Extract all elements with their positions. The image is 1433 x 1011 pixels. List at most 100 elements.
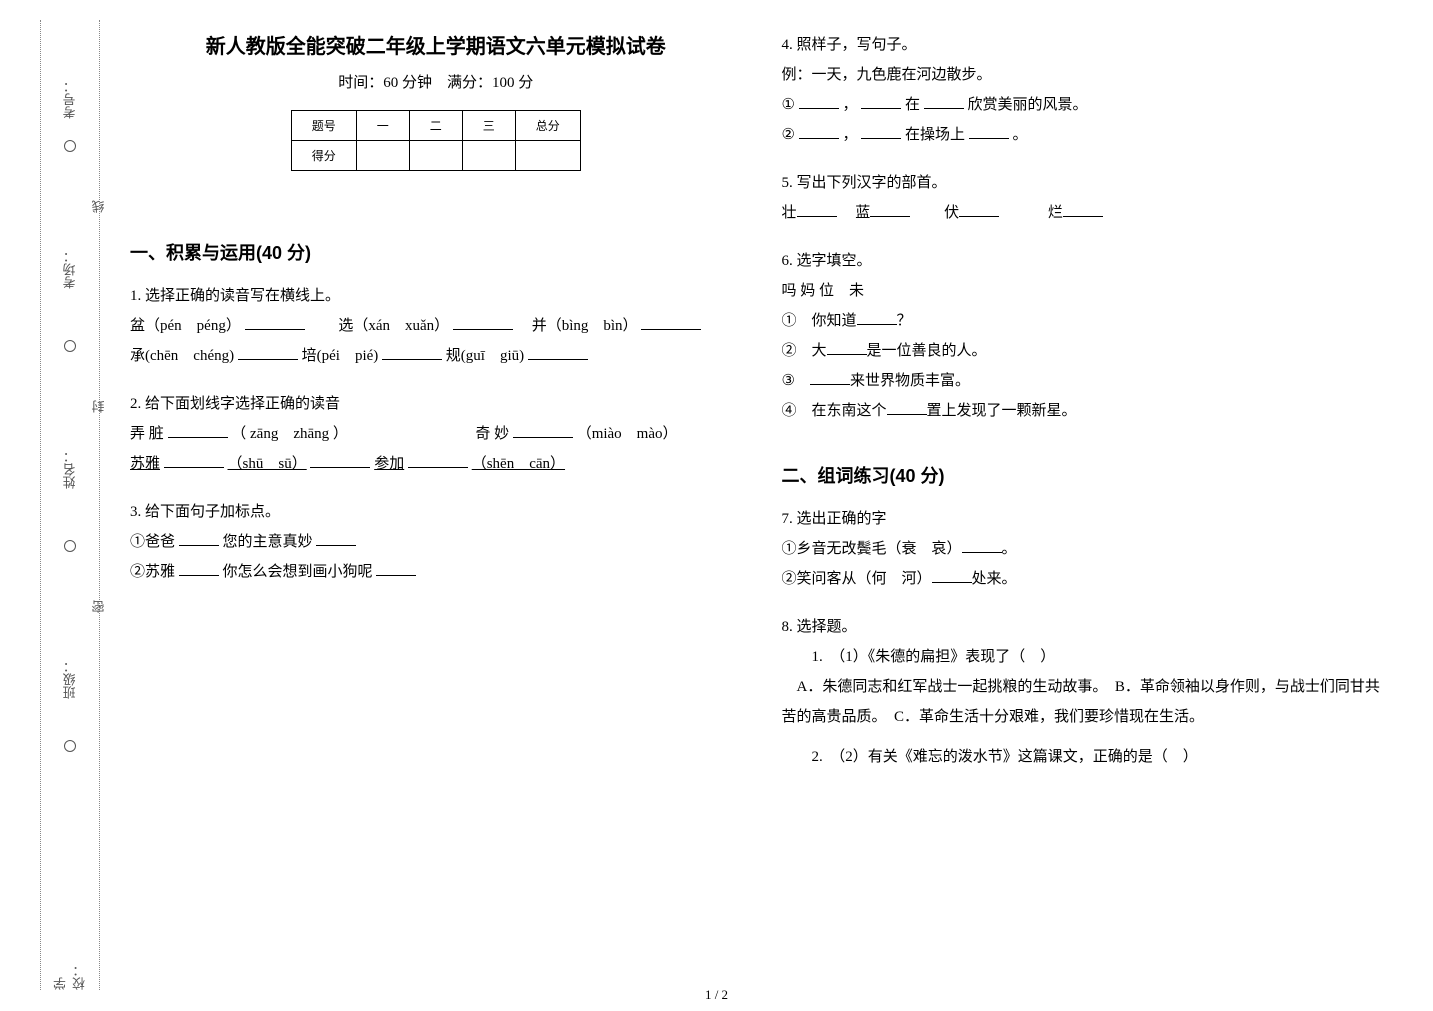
binding-label-room: 考场： — [61, 250, 80, 289]
page-content: 新人教版全能突破二年级上学期语文六单元模拟试卷 时间：60 分钟 满分：100 … — [130, 30, 1393, 991]
question-4: 4. 照样子，写句子。 例：一天，九色鹿在河边散步。 ① ， 在 欣赏美丽的风景… — [782, 30, 1394, 150]
fill-blank[interactable] — [959, 201, 999, 218]
q3-line2: ②苏雅 你怎么会想到画小狗呢 — [130, 557, 742, 587]
fill-blank[interactable] — [870, 201, 910, 218]
page-number: 1 / 2 — [705, 987, 728, 1003]
q4-text: ① — [782, 97, 795, 113]
score-empty-cell — [515, 141, 580, 171]
q6-text: ④ 在东南这个 — [782, 403, 887, 419]
q4-line2: ② ， 在操场上 。 — [782, 120, 1394, 150]
q2-prompt: 2. 给下面划线字选择正确的读音 — [130, 389, 742, 419]
fill-blank[interactable] — [861, 123, 901, 140]
q7-line1: ①乡音无改鬓毛（衰 哀） 。 — [782, 534, 1394, 564]
fill-blank[interactable] — [969, 123, 1009, 140]
score-header-row: 题号 一 二 三 总分 — [291, 111, 580, 141]
q4-prompt: 4. 照样子，写句子。 — [782, 30, 1394, 60]
binding-label-class: 班级： — [61, 660, 80, 699]
fill-blank[interactable] — [799, 123, 839, 140]
q7-text: 。 — [1002, 541, 1017, 557]
q4-example: 例：一天，九色鹿在河边散步。 — [782, 60, 1394, 90]
fill-blank[interactable] — [827, 339, 867, 356]
section-1-heading: 一、积累与运用(40 分) — [130, 239, 742, 265]
score-empty-cell — [356, 141, 409, 171]
fill-blank[interactable] — [179, 560, 219, 577]
q3-text: 您的主意真妙 — [223, 534, 313, 550]
q1-item: 承(chēn chéng) — [130, 348, 234, 364]
q1-line1: 盆（pén péng） 选（xán xuǎn） 并（bìng bìn） — [130, 311, 742, 341]
fill-blank[interactable] — [310, 452, 370, 469]
q6-text: ① 你知道 — [782, 313, 857, 329]
score-header-cell: 三 — [462, 111, 515, 141]
q4-text: ， — [842, 127, 857, 143]
q3-text: ①爸爸 — [130, 534, 175, 550]
exam-title: 新人教版全能突破二年级上学期语文六单元模拟试卷 — [130, 30, 742, 59]
q8-sub2: 2. （2）有关《难忘的泼水节》这篇课文，正确的是（ ） — [782, 742, 1394, 772]
q6-text: ② 大 — [782, 343, 827, 359]
q5-char: 伏 — [944, 205, 959, 221]
question-5: 5. 写出下列汉字的部首。 壮 蓝 伏 烂 — [782, 168, 1394, 228]
q4-text: 在操场上 — [905, 127, 965, 143]
q6-line3: ③ 来世界物质丰富。 — [782, 366, 1394, 396]
question-1: 1. 选择正确的读音写在横线上。 盆（pén péng） 选（xán xuǎn）… — [130, 281, 742, 371]
fill-blank[interactable] — [316, 530, 356, 547]
seal-mi: 密 — [90, 600, 109, 613]
fill-blank[interactable] — [799, 93, 839, 110]
q6-line2: ② 大是一位善良的人。 — [782, 336, 1394, 366]
binding-strip: 学校： 班级： 姓名： 考场： 考号： 密 封 线 — [40, 20, 100, 990]
fill-blank[interactable] — [924, 93, 964, 110]
seal-xian: 线 — [90, 200, 109, 213]
fill-blank[interactable] — [245, 314, 305, 331]
q8-sub1: 1. （1）《朱德的扁担》表现了（ ） — [782, 642, 1394, 672]
q6-line4: ④ 在东南这个置上发现了一颗新星。 — [782, 396, 1394, 426]
q6-text: 来世界物质丰富。 — [850, 373, 970, 389]
q7-prompt: 7. 选出正确的字 — [782, 504, 1394, 534]
fill-blank[interactable] — [1063, 201, 1103, 218]
fill-blank[interactable] — [382, 344, 442, 361]
q2-word: 参加 — [374, 456, 404, 472]
fill-blank[interactable] — [528, 344, 588, 361]
fill-blank[interactable] — [238, 344, 298, 361]
q2-line1: 弄 脏 （ zāng zhāng ） 奇 妙 （miào mào） — [130, 419, 742, 449]
q5-char: 壮 — [782, 205, 797, 221]
q7-text: ①乡音无改鬓毛（衰 哀） — [782, 541, 962, 557]
q3-text: ②苏雅 — [130, 564, 175, 580]
q4-text: 在 — [905, 97, 920, 113]
fill-blank[interactable] — [453, 314, 513, 331]
score-empty-cell — [462, 141, 515, 171]
q3-text: 你怎么会想到画小狗呢 — [223, 564, 373, 580]
fill-blank[interactable] — [164, 452, 224, 469]
q2-pinyin: （miào mào） — [577, 426, 678, 442]
fill-blank[interactable] — [408, 452, 468, 469]
binding-circle — [64, 540, 76, 552]
binding-label-school: 学校： — [51, 960, 89, 990]
q6-text: ③ — [782, 373, 810, 389]
q2-pinyin: （ zāng zhāng ） — [231, 426, 348, 442]
q6-line1: ① 你知道？ — [782, 306, 1394, 336]
question-7: 7. 选出正确的字 ①乡音无改鬓毛（衰 哀）。 ②笑问客从（何 河）处来。 — [782, 504, 1394, 594]
fill-blank[interactable] — [861, 93, 901, 110]
fill-blank[interactable] — [641, 314, 701, 331]
q1-item: 选（xán xuǎn） — [338, 318, 449, 334]
fill-blank[interactable] — [962, 537, 1002, 554]
fill-blank[interactable] — [887, 399, 927, 416]
fill-blank[interactable] — [797, 201, 837, 218]
q5-line: 壮 蓝 伏 烂 — [782, 198, 1394, 228]
q4-line1: ① ， 在 欣赏美丽的风景。 — [782, 90, 1394, 120]
q5-char: 蓝 — [855, 205, 870, 221]
fill-blank[interactable] — [179, 530, 219, 547]
fill-blank[interactable] — [376, 560, 416, 577]
fill-blank[interactable] — [513, 422, 573, 439]
fill-blank[interactable] — [932, 567, 972, 584]
binding-circle — [64, 140, 76, 152]
fill-blank[interactable] — [810, 369, 850, 386]
fill-blank[interactable] — [857, 309, 897, 326]
left-column: 新人教版全能突破二年级上学期语文六单元模拟试卷 时间：60 分钟 满分：100 … — [130, 30, 742, 991]
q7-text: 处来。 — [972, 571, 1017, 587]
q4-text: 欣赏美丽的风景。 — [967, 97, 1087, 113]
fill-blank[interactable] — [168, 422, 228, 439]
q1-item: 盆（pén péng） — [130, 318, 241, 334]
binding-label-name: 姓名： — [61, 450, 80, 489]
q4-text: 。 — [1012, 127, 1027, 143]
score-header-cell: 二 — [409, 111, 462, 141]
q5-char: 烂 — [1048, 205, 1063, 221]
